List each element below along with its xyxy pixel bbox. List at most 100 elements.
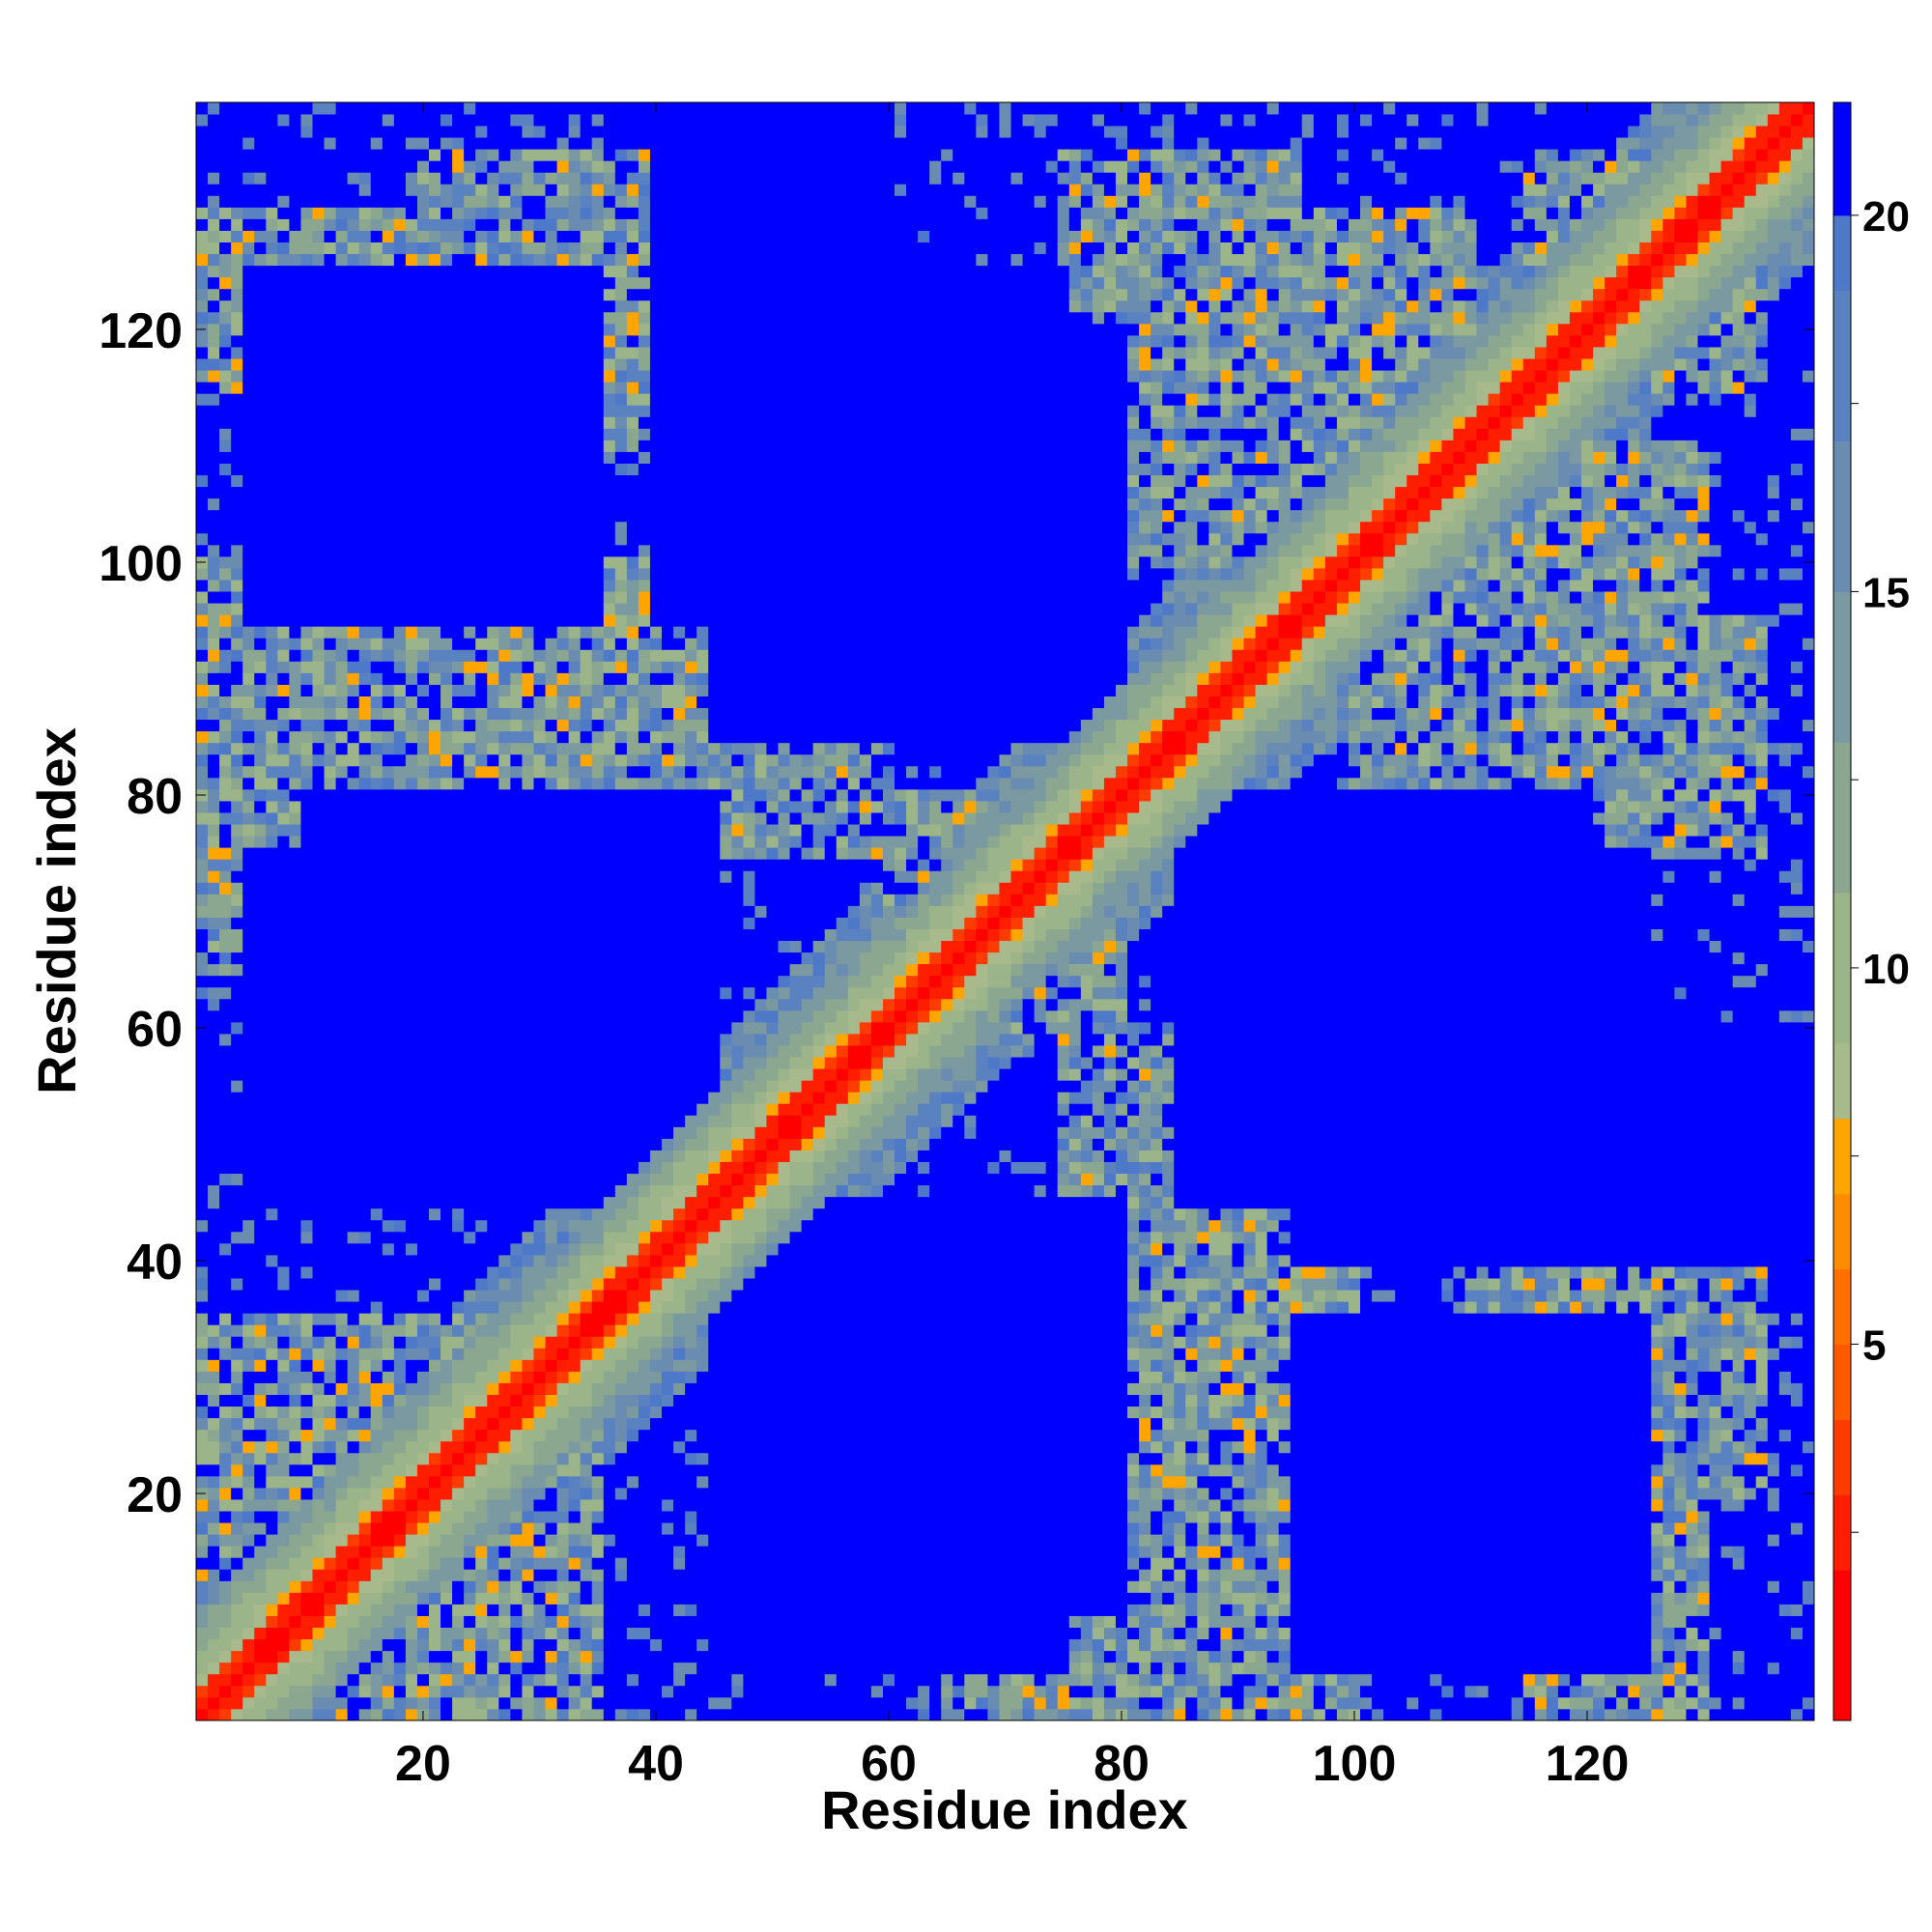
heatmap-cell	[464, 1208, 475, 1220]
heatmap-cell	[569, 1185, 581, 1197]
heatmap-cell	[406, 393, 417, 405]
heatmap-cell	[277, 1010, 289, 1022]
heatmap-cell	[533, 1290, 545, 1301]
heatmap-cell	[475, 580, 487, 591]
heatmap-cell	[510, 1651, 522, 1662]
heatmap-cell	[359, 1557, 371, 1569]
heatmap-cell	[557, 1569, 569, 1580]
heatmap-cell	[592, 126, 604, 137]
heatmap-cell	[487, 824, 498, 836]
heatmap-cell	[464, 952, 475, 964]
heatmap-cell	[581, 1476, 592, 1488]
heatmap-cell	[533, 1395, 545, 1406]
heatmap-cell	[289, 312, 300, 324]
heatmap-cell	[487, 1301, 498, 1313]
heatmap-cell	[592, 556, 604, 568]
heatmap-cell	[313, 1301, 325, 1313]
heatmap-cell	[254, 976, 266, 987]
heatmap-cell	[325, 1441, 336, 1453]
heatmap-cell	[604, 905, 615, 917]
heatmap-cell	[406, 510, 417, 522]
heatmap-cell	[371, 638, 383, 649]
heatmap-cell	[581, 149, 592, 160]
heatmap-cell	[440, 708, 452, 720]
heatmap-cell	[533, 231, 545, 242]
heatmap-cell	[289, 1336, 300, 1348]
heatmap-cell	[208, 416, 219, 428]
heatmap-cell	[325, 870, 336, 882]
heatmap-cell	[592, 1522, 604, 1534]
heatmap-cell	[475, 812, 487, 824]
heatmap-cell	[325, 824, 336, 836]
heatmap-cell	[569, 1359, 581, 1371]
heatmap-cell	[300, 1592, 312, 1604]
heatmap-cell	[336, 102, 348, 114]
heatmap-cell	[406, 591, 417, 603]
heatmap-cell	[313, 859, 325, 870]
heatmap-cell	[464, 1639, 475, 1651]
heatmap-cell	[300, 1313, 312, 1324]
heatmap-cell	[208, 1359, 219, 1371]
heatmap-cell	[289, 999, 300, 1010]
heatmap-cell	[336, 498, 348, 510]
heatmap-cell	[475, 1476, 487, 1488]
heatmap-cell	[325, 685, 336, 696]
heatmap-cell	[592, 1371, 604, 1382]
heatmap-cell	[231, 1511, 242, 1522]
heatmap-cell	[196, 870, 208, 882]
heatmap-cell	[546, 219, 557, 231]
heatmap-cell	[440, 370, 452, 382]
heatmap-cell	[406, 859, 417, 870]
heatmap-cell	[417, 1605, 429, 1616]
heatmap-cell	[533, 1616, 545, 1628]
heatmap-cell	[219, 440, 231, 451]
heatmap-cell	[242, 137, 254, 149]
heatmap-cell	[394, 440, 406, 451]
heatmap-cell	[336, 1709, 348, 1720]
heatmap-cell	[406, 789, 417, 801]
heatmap-cell	[581, 1651, 592, 1662]
heatmap-cell	[498, 649, 510, 661]
heatmap-cell	[394, 1336, 406, 1348]
heatmap-cell	[394, 859, 406, 870]
heatmap-cell	[592, 1605, 604, 1616]
heatmap-cell	[557, 1255, 569, 1266]
heatmap-cell	[325, 1709, 336, 1720]
heatmap-cell	[231, 672, 242, 684]
heatmap-cell	[498, 1383, 510, 1395]
heatmap-cell	[325, 568, 336, 580]
heatmap-cell	[487, 1313, 498, 1324]
heatmap-cell	[487, 440, 498, 451]
heatmap-cell	[546, 649, 557, 661]
heatmap-cell	[557, 1232, 569, 1243]
heatmap-cell	[289, 731, 300, 743]
heatmap-cell	[546, 580, 557, 591]
heatmap-cell	[452, 289, 464, 300]
heatmap-cell	[383, 1103, 394, 1115]
heatmap-cell	[348, 1441, 359, 1453]
heatmap-cell	[569, 1301, 581, 1313]
heatmap-cell	[254, 160, 266, 172]
heatmap-cell	[498, 498, 510, 510]
heatmap-cell	[242, 1138, 254, 1150]
heatmap-cell	[336, 487, 348, 498]
heatmap-cell	[325, 1464, 336, 1476]
heatmap-cell	[336, 1371, 348, 1382]
heatmap-cell	[383, 696, 394, 708]
heatmap-cell	[325, 591, 336, 603]
heatmap-cell	[254, 498, 266, 510]
heatmap-cell	[604, 1045, 615, 1057]
heatmap-cell	[289, 1348, 300, 1359]
heatmap-cell	[266, 1080, 277, 1092]
heatmap-cell	[266, 1651, 277, 1662]
heatmap-cell	[464, 568, 475, 580]
heatmap-cell	[300, 114, 312, 126]
heatmap-cell	[289, 242, 300, 254]
heatmap-cell	[592, 1395, 604, 1406]
heatmap-cell	[208, 614, 219, 626]
heatmap-cell	[475, 464, 487, 475]
heatmap-cell	[208, 1068, 219, 1080]
heatmap-cell	[336, 1080, 348, 1092]
heatmap-cell	[348, 545, 359, 556]
heatmap-cell	[394, 614, 406, 626]
